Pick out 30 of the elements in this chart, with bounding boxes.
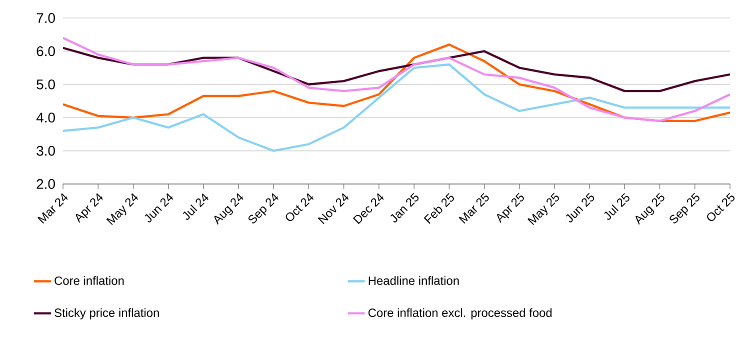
y-tick-label: 4.0	[36, 112, 55, 123]
x-tick-label: Jun 24	[144, 193, 174, 222]
legend-label: Sticky price inflation	[54, 308, 159, 320]
x-tick-label: May 24	[106, 193, 138, 226]
x-tick-label: Apr 25	[496, 192, 524, 223]
y-tick-label: 5.0	[36, 79, 55, 90]
x-tick-label: Feb 25	[424, 193, 454, 224]
legend-label: Headline inflation	[368, 276, 459, 285]
x-tick-label: Dec 24	[352, 193, 384, 224]
x-tick-label: Aug 25	[635, 192, 664, 225]
y-tick-label: 2.0	[36, 179, 55, 189]
x-tick-label: Apr 24	[76, 193, 103, 223]
x-tick-label: Sep 25	[670, 192, 700, 224]
legend-label: Core inflation	[54, 276, 124, 285]
x-tick-label: Jul 25	[604, 193, 630, 220]
x-tick-label: Jan 25	[390, 192, 419, 222]
x-tick-label: Oct 24	[286, 193, 314, 222]
x-tick-label: Jul 24	[182, 193, 208, 220]
x-tick-label: Mar 24	[37, 193, 68, 224]
x-tick-label: Aug 24	[214, 193, 244, 225]
x-tick-label: May 25	[528, 192, 560, 226]
y-tick-label: 7.0	[36, 13, 55, 23]
x-tick-label: Nov 24	[318, 193, 349, 224]
x-tick-label: Sep 24	[248, 193, 278, 224]
y-tick-label: 3.0	[36, 146, 55, 156]
legend-label: Core inflation excl. processed food	[368, 308, 552, 320]
x-tick-label: Oct 25	[707, 192, 735, 222]
y-tick-label: 6.0	[36, 46, 55, 56]
x-tick-label: Jun 25	[566, 192, 594, 222]
x-tick-label: Mar 25	[458, 192, 489, 224]
